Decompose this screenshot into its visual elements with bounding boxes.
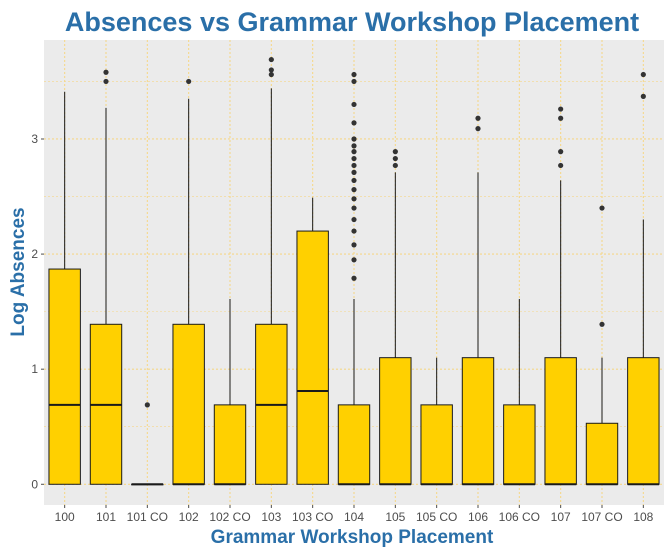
- box-iqr: [420, 404, 453, 485]
- x-tick-label: 104: [344, 510, 364, 524]
- outlier-point: [268, 56, 274, 63]
- outlier-point: [558, 106, 564, 112]
- x-tick-label: 106 CO: [499, 510, 540, 524]
- outlier-point: [475, 115, 481, 121]
- outlier-point: [351, 78, 357, 85]
- box-104: [337, 71, 371, 486]
- box-105-co: [420, 357, 453, 486]
- outlier-point: [351, 143, 357, 149]
- outlier-point: [351, 242, 357, 248]
- outlier-point: [268, 67, 274, 73]
- outlier-point: [351, 216, 357, 223]
- outlier-point: [558, 162, 564, 169]
- outlier-point: [103, 78, 109, 85]
- box-101: [89, 69, 123, 485]
- outlier-point: [351, 196, 357, 202]
- outlier-point: [351, 275, 357, 281]
- outlier-point: [268, 71, 274, 78]
- outlier-point: [103, 69, 109, 75]
- outlier-point: [351, 162, 357, 169]
- outlier-point: [351, 136, 357, 142]
- outlier-point: [351, 71, 357, 78]
- x-tick-label: 100: [55, 510, 75, 524]
- y-axis-ticks: 0 1 2 3: [31, 132, 44, 491]
- box-iqr: [296, 230, 329, 485]
- x-axis-title: Grammar Workshop Placement: [211, 527, 494, 548]
- x-tick-label: 106: [468, 510, 488, 524]
- outlier-point: [558, 115, 564, 121]
- box-iqr: [585, 422, 619, 485]
- outlier-point: [599, 205, 605, 211]
- box-101-co: [131, 402, 164, 486]
- outlier-point: [144, 402, 150, 408]
- y-tick-label: 2: [31, 247, 38, 261]
- outlier-point: [186, 78, 192, 85]
- x-tick-label: 103 CO: [292, 510, 333, 524]
- y-tick-label: 1: [31, 362, 38, 376]
- box-107: [544, 106, 577, 486]
- box-106-co: [503, 298, 536, 486]
- x-tick-label: 102 CO: [209, 510, 250, 524]
- box-102: [172, 78, 205, 486]
- outlier-point: [351, 177, 357, 184]
- box-100: [48, 91, 81, 485]
- outlier-point: [351, 120, 357, 126]
- outlier-point: [351, 155, 357, 162]
- x-tick-label: 105: [385, 510, 405, 524]
- box-iqr: [337, 404, 371, 485]
- outlier-point: [640, 71, 646, 78]
- outlier-point: [351, 187, 357, 193]
- box-iqr: [461, 357, 495, 485]
- box-iqr: [48, 268, 81, 485]
- outlier-point: [558, 149, 564, 155]
- x-tick-label: 108: [633, 510, 653, 524]
- y-tick-label: 3: [31, 132, 38, 146]
- outlier-point: [599, 321, 605, 327]
- outlier-point: [351, 228, 357, 234]
- box-iqr: [379, 357, 412, 485]
- box-108: [627, 71, 660, 486]
- y-tick-label: 0: [31, 477, 38, 491]
- outlier-point: [351, 101, 357, 108]
- y-axis-title: Log Absences: [8, 207, 29, 336]
- outlier-point: [640, 93, 646, 99]
- x-tick-label: 101: [96, 510, 116, 524]
- x-tick-label: 107 CO: [581, 510, 622, 524]
- chart-title: Absences vs Grammar Workshop Placement: [65, 7, 639, 37]
- box-103: [255, 56, 288, 485]
- box-iqr: [213, 404, 247, 485]
- box-iqr: [172, 323, 205, 485]
- x-tick-label: 105 CO: [416, 510, 457, 524]
- outlier-point: [351, 169, 357, 175]
- box-iqr: [544, 357, 577, 485]
- x-axis-ticks: 100 101 101 CO 102 102 CO 103 103 CO 104 105 105 …: [55, 505, 654, 524]
- box-iqr: [503, 404, 536, 485]
- outlier-point: [351, 149, 357, 155]
- x-tick-label: 102: [179, 510, 199, 524]
- x-tick-label: 107: [551, 510, 571, 524]
- outlier-point: [351, 205, 357, 211]
- box-106: [461, 115, 495, 486]
- outlier-point: [392, 155, 398, 162]
- x-tick-label: 103: [261, 510, 281, 524]
- box-103-co: [296, 197, 329, 485]
- box-iqr: [627, 357, 660, 485]
- outlier-point: [392, 162, 398, 169]
- outlier-point: [392, 149, 398, 155]
- box-102-co: [213, 298, 247, 486]
- outlier-point: [351, 257, 357, 263]
- x-tick-label: 101 CO: [127, 510, 168, 524]
- outlier-point: [475, 126, 481, 132]
- box-107-co: [585, 205, 619, 486]
- box-105: [379, 149, 412, 486]
- boxes: [48, 56, 660, 486]
